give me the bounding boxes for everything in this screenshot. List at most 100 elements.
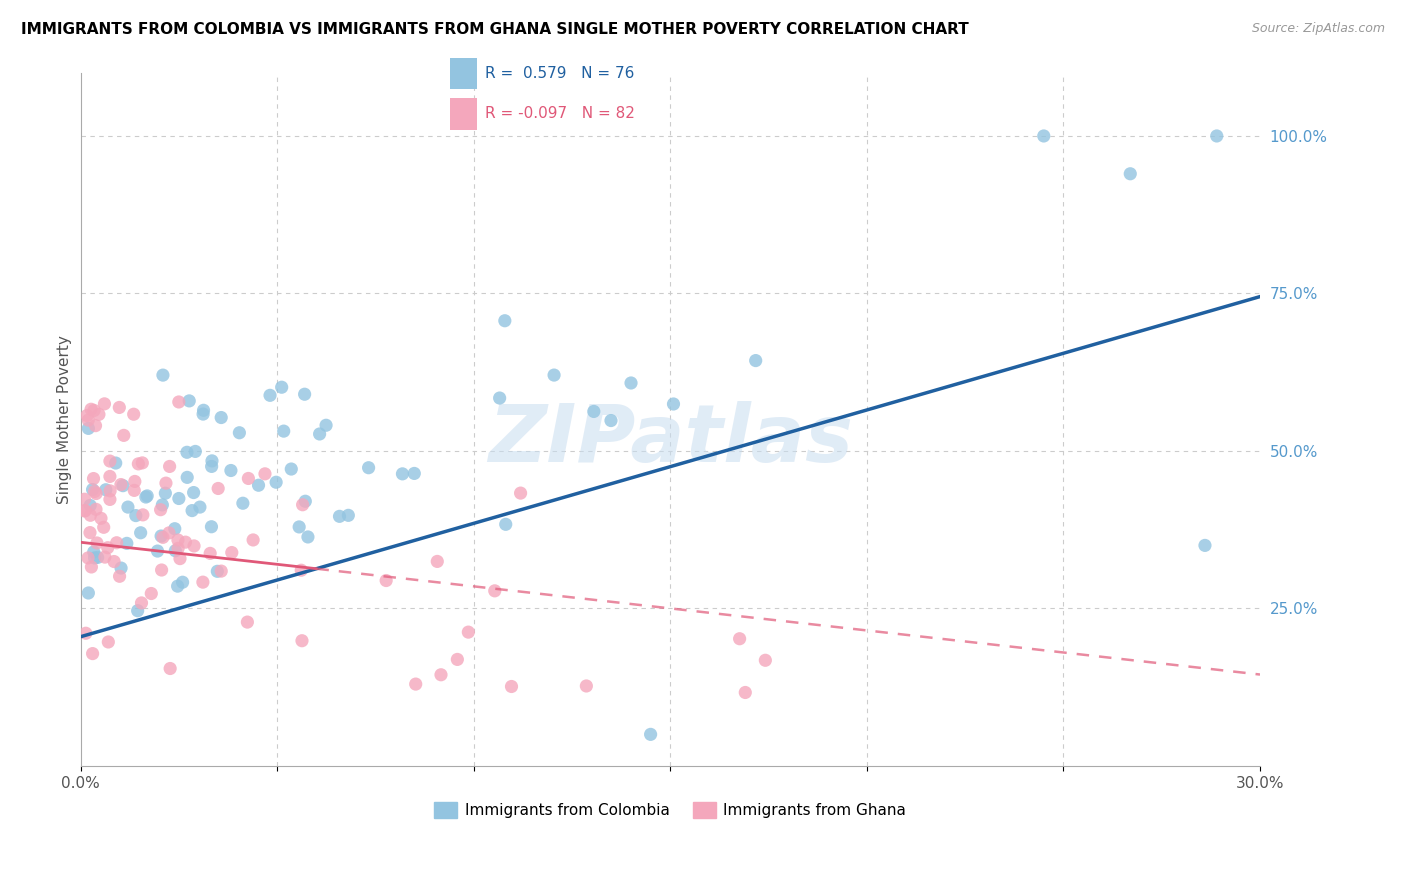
Point: [405, 677, 427, 691]
Point: [198, 546, 221, 560]
Point: [201, 454, 224, 468]
Point: [1032, 128, 1054, 143]
Point: [77, 413, 100, 427]
Point: [184, 444, 207, 458]
Point: [207, 564, 229, 578]
Point: [167, 491, 190, 506]
Point: [150, 529, 173, 543]
Point: [209, 564, 232, 578]
Text: Source: ZipAtlas.com: Source: ZipAtlas.com: [1251, 22, 1385, 36]
Point: [105, 535, 128, 549]
Point: [82, 647, 104, 661]
Point: [219, 463, 242, 477]
Point: [744, 353, 766, 368]
Point: [98, 492, 121, 507]
Point: [83, 403, 105, 417]
Point: [155, 486, 177, 500]
Point: [132, 508, 155, 522]
Point: [149, 502, 172, 516]
Point: [426, 554, 449, 568]
Point: [238, 471, 260, 485]
Point: [430, 667, 453, 681]
Point: [84, 502, 107, 516]
Bar: [450, 98, 477, 129]
Point: [207, 482, 229, 496]
Point: [259, 388, 281, 402]
Point: [122, 483, 145, 498]
Point: [280, 462, 302, 476]
Point: [176, 445, 198, 459]
Point: [734, 685, 756, 699]
Point: [446, 652, 468, 666]
Point: [93, 397, 115, 411]
Point: [108, 569, 131, 583]
Point: [308, 427, 330, 442]
Point: [662, 397, 685, 411]
Point: [169, 551, 191, 566]
Point: [104, 456, 127, 470]
Point: [80, 402, 103, 417]
Point: [176, 470, 198, 484]
Point: [228, 425, 250, 440]
Point: [543, 368, 565, 382]
Bar: [450, 58, 477, 89]
Point: [77, 550, 100, 565]
Point: [152, 530, 174, 544]
Point: [136, 489, 159, 503]
Point: [75, 626, 97, 640]
Point: [183, 539, 205, 553]
Point: [232, 496, 254, 510]
Point: [76, 409, 98, 423]
Point: [728, 632, 751, 646]
Point: [93, 520, 115, 534]
Point: [193, 403, 215, 417]
Point: [87, 408, 110, 422]
Point: [270, 380, 292, 394]
Point: [115, 536, 138, 550]
Point: [181, 503, 204, 517]
Legend: Immigrants from Colombia, Immigrants from Ghana: Immigrants from Colombia, Immigrants fro…: [429, 796, 912, 824]
Point: [494, 314, 516, 328]
Point: [159, 661, 181, 675]
Point: [83, 545, 105, 559]
Point: [200, 520, 222, 534]
Point: [146, 544, 169, 558]
Point: [150, 563, 173, 577]
Point: [288, 520, 311, 534]
Point: [1194, 538, 1216, 552]
Y-axis label: Single Mother Poverty: Single Mother Poverty: [58, 335, 72, 504]
Point: [273, 424, 295, 438]
Point: [122, 407, 145, 421]
Point: [191, 407, 214, 421]
Point: [264, 475, 287, 490]
Text: IMMIGRANTS FROM COLOMBIA VS IMMIGRANTS FROM GHANA SINGLE MOTHER POVERTY CORRELAT: IMMIGRANTS FROM COLOMBIA VS IMMIGRANTS F…: [21, 22, 969, 37]
Point: [191, 575, 214, 590]
Point: [131, 596, 153, 610]
Point: [90, 511, 112, 525]
Point: [127, 457, 149, 471]
Point: [129, 525, 152, 540]
Point: [86, 536, 108, 550]
Point: [315, 418, 337, 433]
Point: [103, 555, 125, 569]
Point: [110, 561, 132, 575]
Point: [150, 498, 173, 512]
Point: [79, 508, 101, 523]
Point: [357, 460, 380, 475]
Point: [127, 604, 149, 618]
Point: [157, 525, 180, 540]
Point: [98, 454, 121, 468]
Point: [97, 635, 120, 649]
Point: [77, 421, 100, 435]
Point: [167, 395, 190, 409]
Point: [83, 472, 105, 486]
Point: [294, 387, 316, 401]
Point: [188, 500, 211, 514]
Point: [375, 574, 398, 588]
Point: [82, 483, 104, 497]
Point: [404, 467, 426, 481]
Point: [167, 533, 190, 547]
Point: [501, 680, 523, 694]
Point: [328, 509, 350, 524]
Point: [179, 393, 201, 408]
